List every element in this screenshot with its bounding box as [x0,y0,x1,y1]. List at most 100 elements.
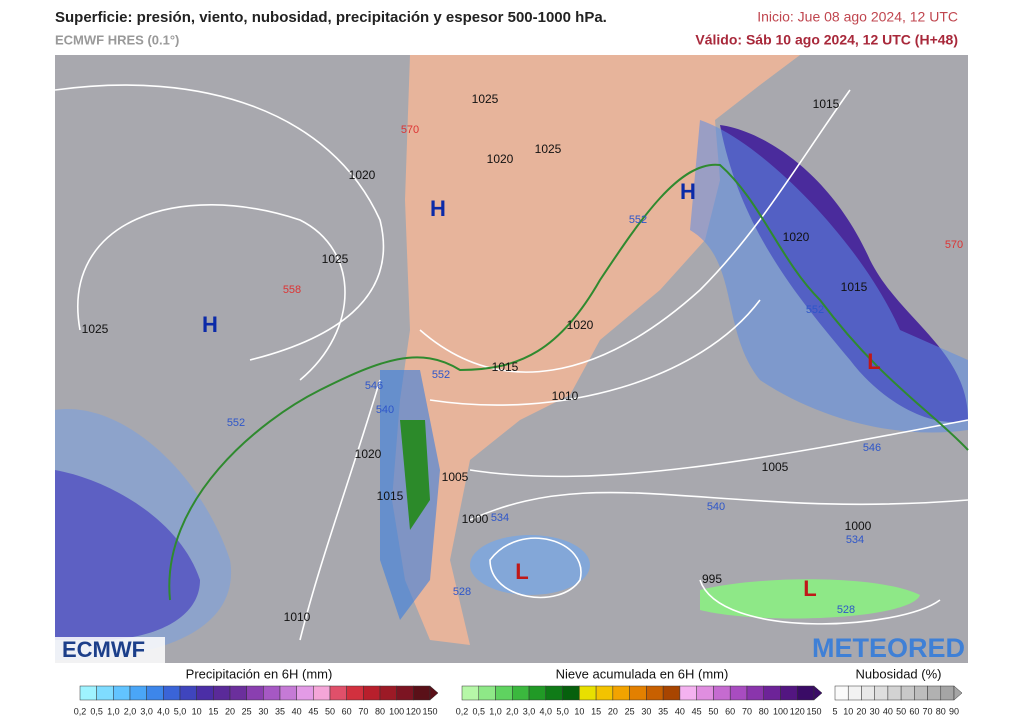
thickness-552 [168,163,969,601]
legend-title: Precipitación en 6H (mm) [186,666,333,681]
legend-tick-label: 120 [406,706,421,716]
isobar-label: 1025 [472,92,499,106]
legend-swatch [96,685,114,701]
legend-tick-label: 80 [936,706,946,716]
legend-tick-label: 80 [375,706,385,716]
legend-tick-label: 30 [641,706,651,716]
legend-swatch [129,685,147,701]
isobar-label: 1020 [487,152,514,166]
thickness-label: 570 [945,239,963,251]
isobar-label: 1025 [322,252,349,266]
map [54,55,969,663]
precip-blue [470,535,590,595]
model: ECMWF HRES (0.1°) [55,32,179,47]
legend-tick-label: 3,0 [523,706,536,716]
legend-tick-label: 35 [658,706,668,716]
thickness-label: 546 [863,442,881,454]
isobar-label: 1010 [552,389,579,403]
low-pressure: L [515,559,528,584]
legend-swatch [579,685,597,701]
legend-tick-label: 100 [389,706,404,716]
thickness-label: 534 [846,534,864,546]
legend-swatch [927,685,942,701]
thickness-label: 546 [365,380,383,392]
high-pressure: H [202,312,218,337]
legend-swatch [696,685,714,701]
isobar-label: 1020 [567,318,594,332]
snow [400,420,430,530]
legend-tick-label: 60 [909,706,919,716]
thickness-label: 540 [707,501,725,513]
high-pressure: H [430,196,446,221]
thickness-label: 558 [283,284,301,296]
thickness-label: 552 [806,304,824,316]
legend-swatch [296,685,314,701]
isobar-label: 1010 [284,610,311,624]
legend-swatch [662,685,681,701]
isobar-label: 1015 [377,489,404,503]
legend-swatch [914,685,928,701]
legend-tick-label: 45 [692,706,702,716]
legend-swatch [229,685,247,701]
legend-tick-label: 35 [275,706,285,716]
legend-tick-label: 10 [192,706,202,716]
isobar-label: 1020 [355,447,382,461]
legend-tick-label: 70 [358,706,368,716]
precip-purple [55,470,200,640]
legend-swatch [179,685,197,701]
isobar-label: 1015 [492,360,519,374]
legend-swatch [246,685,264,701]
isobar-label: 1005 [442,470,469,484]
legend-swatch [313,685,331,701]
legend-tick-label: 5 [832,706,837,716]
precip-blue [690,120,968,433]
legend-swatch [213,685,231,701]
legend-swatch [874,685,889,701]
legend-swatch [595,685,614,701]
legend-swatch [146,685,164,701]
legend-swatch [329,685,347,701]
isobar-label: 995 [702,572,722,586]
legend-swatch [629,685,647,701]
legend-swatch [346,685,364,701]
thickness-label: 570 [401,124,419,136]
legend-tick-label: 0,5 [473,706,486,716]
legend-swatch [940,685,955,701]
legend-swatch [263,685,281,701]
legend-tick-label: 15 [208,706,218,716]
legend-tick-label: 45 [308,706,318,716]
legend-tick-label: 4,0 [540,706,553,716]
legend-tick-label: 150 [422,706,437,716]
low-pressure: L [867,349,880,374]
legend-swatch [163,685,181,701]
legend-swatch [729,685,748,701]
isobar-label: 1000 [462,512,489,526]
legend-tick-label: 150 [806,706,821,716]
high-pressure: H [680,179,696,204]
snow [700,579,920,619]
legend-swatch [413,685,431,701]
legend-tick-label: 1,0 [489,706,502,716]
legend-swatch [279,685,297,701]
legend-tick-label: 2,0 [506,706,519,716]
legend-swatch [528,685,547,701]
isobar-label: 1000 [845,519,872,533]
isobar-label: 1020 [349,168,376,182]
legend-swatch [545,685,563,701]
legend-tick-label: 40 [883,706,893,716]
isobar-label: 1025 [82,322,109,336]
thickness-label: 534 [491,512,509,524]
legend-tick-label: 100 [773,706,788,716]
legend-tick-label: 2,0 [124,706,137,716]
legend-title: Nieve acumulada en 6H (mm) [556,666,729,681]
legend-tick-label: 25 [242,706,252,716]
thickness-label: 552 [629,214,647,226]
legend-swatch [562,685,580,701]
valid-time: Válido: Sáb 10 ago 2024, 12 UTC (H+48) [695,32,958,48]
legend-tick-label: 50 [896,706,906,716]
legend-swatch [612,685,630,701]
init-time: Inicio: Jue 08 ago 2024, 12 UTC [757,9,958,25]
legend-swatch [780,685,798,701]
legend-swatch [363,685,381,701]
legend-tick-label: 0,2 [456,706,469,716]
